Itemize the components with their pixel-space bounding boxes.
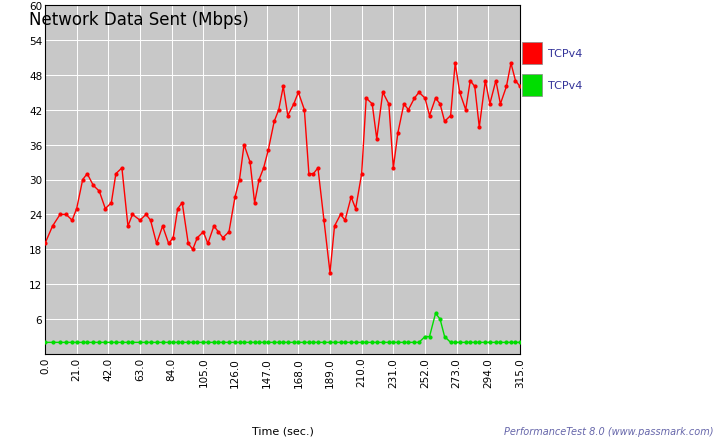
Text: PerformanceTest 8.0 (www.passmark.com): PerformanceTest 8.0 (www.passmark.com): [504, 426, 713, 436]
X-axis label: Time (sec.): Time (sec.): [252, 425, 313, 435]
Text: TCPv4: TCPv4: [548, 49, 582, 59]
Text: TCPv4: TCPv4: [548, 81, 582, 91]
Text: Network Data Sent (Mbps): Network Data Sent (Mbps): [29, 11, 248, 29]
